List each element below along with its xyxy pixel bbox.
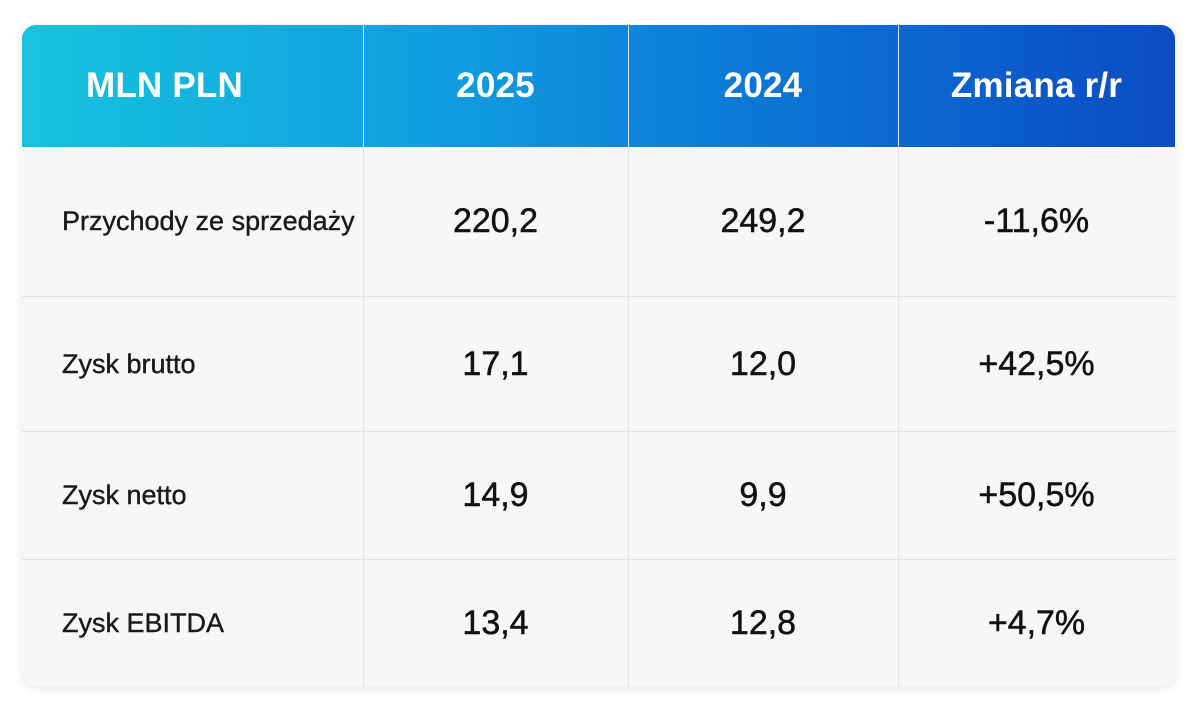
value-2025: 17,1 — [462, 344, 529, 383]
row-label: Zysk brutto — [62, 348, 196, 379]
header-cell-2024: 2024 — [628, 25, 898, 147]
financial-table: MLN PLN 2025 2024 Zmiana r/r Przychody z… — [22, 25, 1175, 686]
value-2024-cell: 12,8 — [628, 560, 898, 686]
change-value: +50,5% — [978, 476, 1095, 515]
table-row: Przychody ze sprzedaży 220,2 249,2 -11,6… — [22, 147, 1175, 296]
table-header: MLN PLN 2025 2024 Zmiana r/r — [22, 25, 1175, 147]
change-value: -11,6% — [983, 202, 1090, 241]
column-divider — [898, 25, 899, 686]
value-2024-cell: 249,2 — [628, 147, 898, 296]
header-change-label: Zmiana r/r — [950, 66, 1123, 105]
row-divider — [22, 431, 1175, 432]
header-cell-unit: MLN PLN — [22, 25, 363, 147]
value-2024-cell: 9,9 — [628, 432, 898, 559]
table-row: Zysk EBITDA 13,4 12,8 +4,7% — [22, 560, 1175, 686]
row-divider — [22, 296, 1175, 297]
header-unit-label: MLN PLN — [86, 66, 243, 105]
row-label: Przychody ze sprzedaży — [62, 206, 355, 236]
value-2025-cell: 17,1 — [363, 297, 628, 431]
change-cell: +50,5% — [898, 432, 1175, 559]
row-divider — [22, 559, 1175, 560]
table-row: Zysk brutto 17,1 12,0 +42,5% — [22, 297, 1175, 431]
value-2025-cell: 220,2 — [363, 147, 628, 296]
value-2025-cell: 13,4 — [363, 560, 628, 686]
header-cell-2025: 2025 — [363, 25, 628, 147]
value-2024: 249,2 — [720, 202, 806, 241]
change-value: +42,5% — [978, 344, 1095, 383]
row-label-cell: Zysk netto — [22, 432, 363, 559]
row-label-cell: Przychody ze sprzedaży — [22, 147, 363, 296]
row-label-cell: Zysk brutto — [22, 297, 363, 431]
value-2024: 12,8 — [729, 603, 797, 642]
header-year-2024: 2024 — [723, 66, 803, 105]
value-2024-cell: 12,0 — [628, 297, 898, 431]
value-2025: 14,9 — [462, 476, 529, 515]
change-cell: -11,6% — [898, 147, 1175, 296]
header-cell-change: Zmiana r/r — [898, 25, 1175, 147]
value-2025: 220,2 — [452, 202, 539, 241]
row-label: Zysk netto — [62, 480, 187, 510]
table-row: Zysk netto 14,9 9,9 +50,5% — [22, 432, 1175, 559]
row-label-cell: Zysk EBITDA — [22, 560, 363, 686]
change-cell: +4,7% — [898, 560, 1175, 686]
change-value: +4,7% — [987, 603, 1086, 642]
row-label: Zysk EBITDA — [62, 607, 225, 638]
change-cell: +42,5% — [898, 297, 1175, 431]
column-divider — [628, 25, 629, 686]
value-2025: 13,4 — [462, 603, 529, 642]
column-divider — [363, 25, 364, 686]
value-2025-cell: 14,9 — [363, 432, 628, 559]
value-2024: 12,0 — [729, 344, 797, 383]
value-2024: 9,9 — [739, 476, 787, 515]
header-year-2025: 2025 — [456, 66, 535, 105]
